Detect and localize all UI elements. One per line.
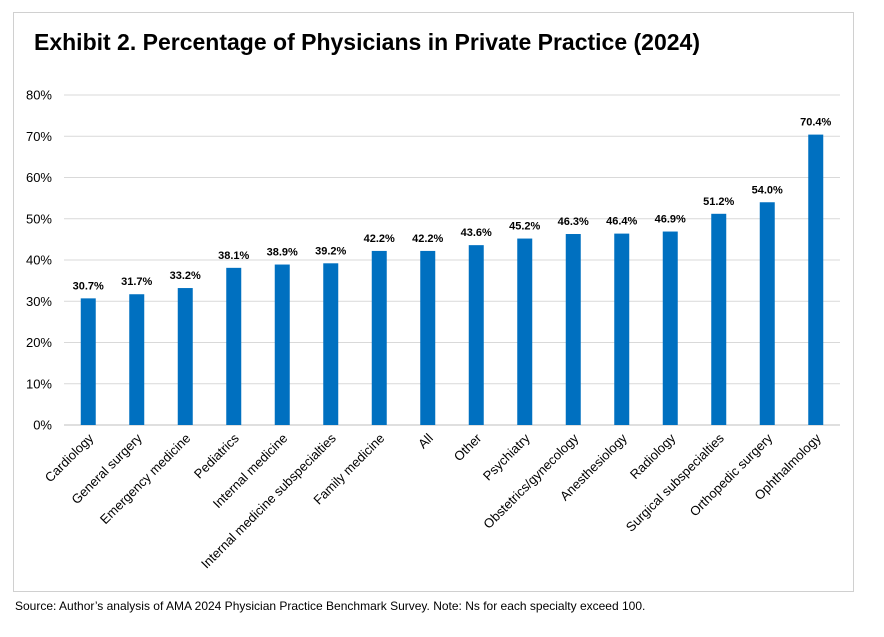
data-label: 45.2% <box>509 221 540 233</box>
data-label: 30.7% <box>73 280 104 292</box>
y-tick-label: 40% <box>26 253 52 268</box>
source-note: Source: Author’s analysis of AMA 2024 Ph… <box>15 599 646 613</box>
data-label: 43.6% <box>461 227 492 239</box>
bar <box>711 213 727 425</box>
x-tick-label: Radiology <box>627 430 679 482</box>
data-label: 31.7% <box>121 276 152 288</box>
bar <box>662 231 678 425</box>
data-label: 42.2% <box>412 233 443 245</box>
data-label: 51.2% <box>703 196 734 208</box>
bar <box>759 202 775 425</box>
y-tick-label: 70% <box>26 129 52 144</box>
x-tick-label: Orthopedic surgery <box>687 430 776 519</box>
bar <box>565 234 581 425</box>
y-tick-label: 60% <box>26 170 52 185</box>
bar <box>468 245 484 425</box>
data-label: 46.4% <box>606 216 637 228</box>
data-label: 39.2% <box>315 245 346 257</box>
bar <box>371 250 387 425</box>
y-tick-label: 80% <box>26 88 52 103</box>
x-tick-label: Obstetrics/gynecology <box>480 430 581 531</box>
data-label: 70.4% <box>800 117 831 129</box>
data-label: 38.9% <box>267 247 298 259</box>
bar <box>517 238 533 425</box>
x-tick-label: Pediatrics <box>191 430 242 481</box>
data-label: 46.3% <box>558 216 589 228</box>
bar <box>614 233 630 425</box>
bar-chart: 0%10%20%30%40%50%60%70%80%30.7%Cardiolog… <box>26 88 840 571</box>
bar <box>274 264 290 425</box>
bar <box>129 294 145 425</box>
bar <box>808 134 824 425</box>
y-tick-label: 0% <box>33 418 52 433</box>
data-label: 38.1% <box>218 250 249 262</box>
bar <box>420 250 436 425</box>
x-tick-label: Emergency medicine <box>97 431 193 527</box>
y-tick-label: 20% <box>26 335 52 350</box>
bar <box>226 267 242 425</box>
data-label: 42.2% <box>364 233 395 245</box>
data-label: 33.2% <box>170 270 201 282</box>
data-label: 46.9% <box>655 214 686 226</box>
data-label: 54.0% <box>752 184 783 196</box>
chart-title: Exhibit 2. Percentage of Physicians in P… <box>34 29 701 55</box>
bar <box>80 298 96 425</box>
bar <box>323 263 339 425</box>
x-tick-label: Other <box>451 430 485 464</box>
y-tick-label: 30% <box>26 294 52 309</box>
x-tick-label: All <box>415 430 436 451</box>
bar <box>177 288 193 425</box>
y-tick-label: 50% <box>26 211 52 226</box>
y-tick-label: 10% <box>26 376 52 391</box>
